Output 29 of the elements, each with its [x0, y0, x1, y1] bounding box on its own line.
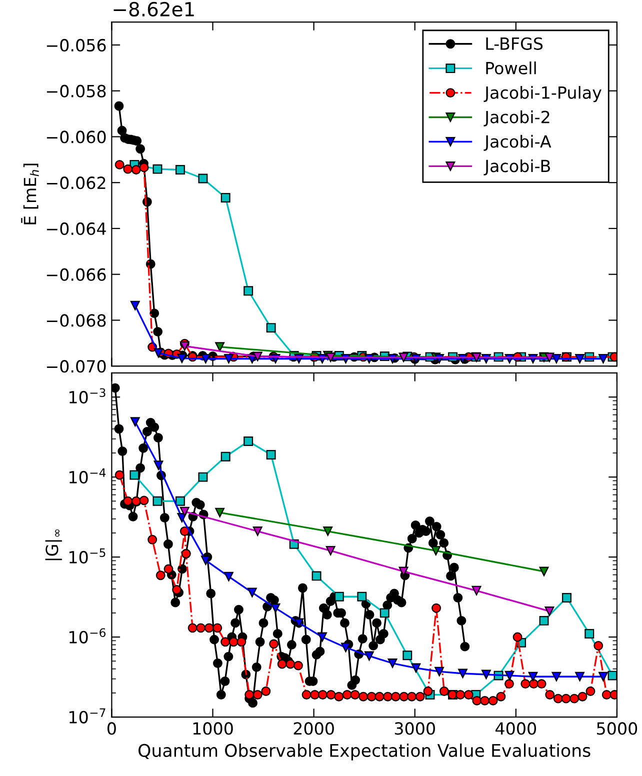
- y-tick-label: −0.058: [46, 84, 106, 98]
- y-tick-label: 10$^{−3}$: [70, 388, 106, 404]
- legend-label: Jacobi-B: [484, 159, 550, 176]
- legend-label: Powell: [486, 62, 536, 74]
- text: −8.62e1: [114, 2, 194, 17]
- y-tick-label: 10$^{−4}$: [70, 468, 106, 484]
- x-tick-label: 4000: [496, 722, 536, 735]
- legend-label: Jacobi-2: [484, 110, 550, 126]
- y-tick-label: −0.068: [46, 314, 106, 327]
- legend-label: Jacobi-1-Pulay: [484, 86, 602, 102]
- y-tick-label: −0.062: [46, 176, 106, 190]
- legend-label: L-BFGS: [486, 37, 543, 50]
- y-tick-label: 10$^{−6}$: [70, 628, 106, 644]
- x-tick-label: 0: [108, 722, 116, 735]
- y-tick-label: 10$^{−5}$: [70, 548, 106, 564]
- y-tick-label: 10$^{−7}$: [70, 708, 106, 724]
- y-axis-title: Ē [mE$_{h}$]: [21, 164, 39, 224]
- y-tick-label: −0.070: [46, 360, 106, 373]
- y-tick-label: −0.060: [46, 130, 106, 144]
- y-tick-label: −0.064: [46, 222, 106, 236]
- x-tick-label: 3000: [394, 722, 435, 735]
- x-tick-label: 2000: [294, 722, 334, 735]
- y-tick-label: −0.066: [46, 268, 106, 281]
- x-axis-title: Quantum Observable Expectation Value Evaluations: [138, 744, 590, 760]
- y-axis-title: |G|$_{∞}$: [45, 529, 62, 560]
- x-tick-label: 5000: [597, 722, 638, 735]
- x-tick-label: 1000: [193, 722, 233, 735]
- y-tick-label: −0.056: [46, 38, 106, 52]
- legend-label: Jacobi-A: [484, 134, 552, 151]
